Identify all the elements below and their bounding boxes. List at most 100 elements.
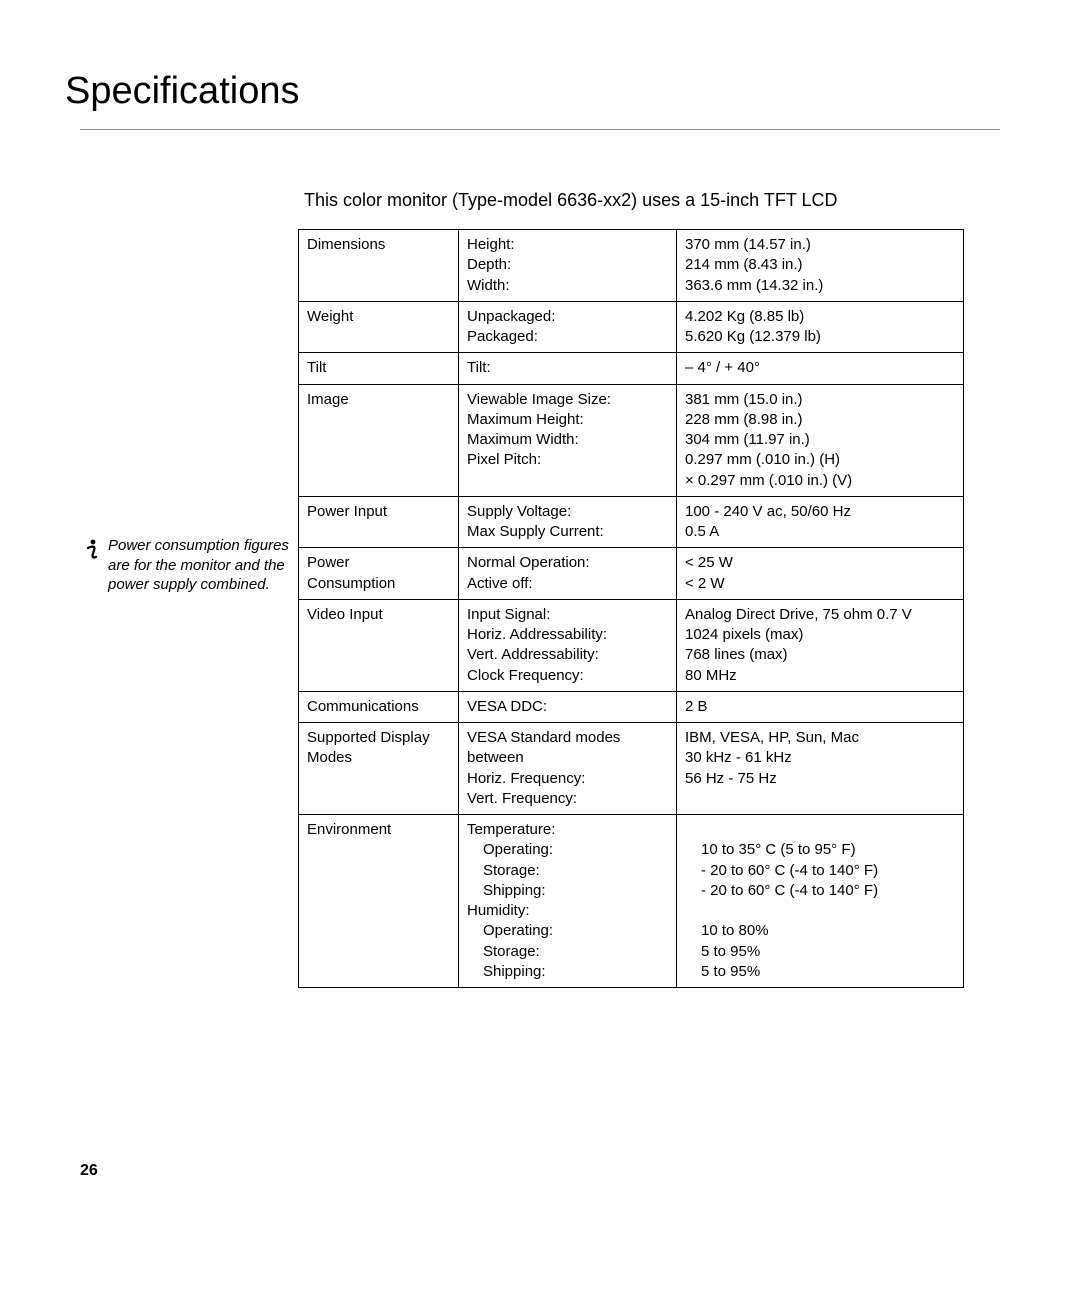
spec-value-line: 5 to 95% xyxy=(685,962,955,982)
spec-value-line xyxy=(685,820,955,840)
spec-attr-line: Maximum Width: xyxy=(467,430,668,450)
table-row: WeightUnpackaged:Packaged:4.202 Kg (8.85… xyxy=(299,301,964,353)
spec-attr-line: Supply Voltage: xyxy=(467,502,668,522)
spec-attr-line: Packaged: xyxy=(467,327,668,347)
spec-value-line: 214 mm (8.43 in.) xyxy=(685,255,955,275)
spec-category: Weight xyxy=(299,301,459,353)
table-row: PowerConsumption Normal Operation:Active … xyxy=(299,548,964,600)
spec-value-line: - 20 to 60° C (-4 to 140° F) xyxy=(685,861,955,881)
spec-attr-line: Temperature: xyxy=(467,820,668,840)
spec-value-line: 2 B xyxy=(685,697,955,717)
table-row: DimensionsHeight:Depth:Width:370 mm (14.… xyxy=(299,230,964,302)
spec-value: 370 mm (14.57 in.)214 mm (8.43 in.)363.6… xyxy=(677,230,964,302)
page-number: 26 xyxy=(80,1162,98,1180)
spec-category: Power Input xyxy=(299,496,459,548)
spec-value-line: 30 kHz - 61 kHz xyxy=(685,748,955,768)
spec-value-line: Analog Direct Drive, 75 ohm 0.7 V xyxy=(685,605,955,625)
spec-attr: Height:Depth:Width: xyxy=(459,230,677,302)
spec-attr-line: Tilt: xyxy=(467,358,668,378)
spec-attr-line: Horiz. Addressability: xyxy=(467,625,668,645)
spec-attr-line: Storage: xyxy=(467,942,668,962)
spec-attr-line: Vert. Frequency: xyxy=(467,789,668,809)
spec-category-line: Power xyxy=(307,553,450,573)
table-row: Power InputSupply Voltage:Max Supply Cur… xyxy=(299,496,964,548)
spec-value-line: 56 Hz - 75 Hz xyxy=(685,769,955,789)
spec-value-line: 10 to 80% xyxy=(685,921,955,941)
spec-attr: Input Signal:Horiz. Addressability:Vert.… xyxy=(459,599,677,691)
page: Specifications Power consumption figures… xyxy=(0,0,1080,1306)
side-note-text: Power consumption figures are for the mo… xyxy=(108,536,298,595)
intro-text: This color monitor (Type-model 6636-xx2)… xyxy=(298,190,1000,211)
spec-value-line: 768 lines (max) xyxy=(685,645,955,665)
spec-attr-line: VESA DDC: xyxy=(467,697,668,717)
spec-category: Environment xyxy=(299,815,459,988)
spec-attr: VESA Standard modes betweenHoriz. Freque… xyxy=(459,723,677,815)
spec-attr: Unpackaged:Packaged: xyxy=(459,301,677,353)
table-row: ImageViewable Image Size:Maximum Height:… xyxy=(299,384,964,496)
side-note: Power consumption figures are for the mo… xyxy=(80,536,298,595)
table-row: Video InputInput Signal:Horiz. Addressab… xyxy=(299,599,964,691)
spec-attr-line: VESA Standard modes between xyxy=(467,728,668,769)
spec-attr-line: Operating: xyxy=(467,921,668,941)
spec-attr: Supply Voltage:Max Supply Current: xyxy=(459,496,677,548)
spec-value: Analog Direct Drive, 75 ohm 0.7 V1024 pi… xyxy=(677,599,964,691)
spec-value-line: 0.297 mm (.010 in.) (H) xyxy=(685,450,955,470)
spec-attr-line: Depth: xyxy=(467,255,668,275)
spec-value: IBM, VESA, HP, Sun, Mac30 kHz - 61 kHz56… xyxy=(677,723,964,815)
spec-attr-line: Unpackaged: xyxy=(467,307,668,327)
info-icon xyxy=(80,538,104,562)
spec-attr: VESA DDC: xyxy=(459,691,677,722)
spec-attr-line: Operating: xyxy=(467,840,668,860)
spec-attr: Normal Operation:Active off: xyxy=(459,548,677,600)
spec-attr: Temperature:Operating:Storage:Shipping:H… xyxy=(459,815,677,988)
spec-value-line: 100 - 240 V ac, 50/60 Hz xyxy=(685,502,955,522)
table-row: Supported DisplayModes VESA Standard mode… xyxy=(299,723,964,815)
spec-category: Communications xyxy=(299,691,459,722)
spec-value-line: 4.202 Kg (8.85 lb) xyxy=(685,307,955,327)
spec-category: Dimensions xyxy=(299,230,459,302)
spec-category-line: Consumption xyxy=(307,574,450,594)
spec-value-line: × 0.297 mm (.010 in.) (V) xyxy=(685,471,955,491)
spec-attr-line: Normal Operation: xyxy=(467,553,668,573)
spec-attr: Tilt: xyxy=(459,353,677,384)
spec-value-line: 10 to 35° C (5 to 95° F) xyxy=(685,840,955,860)
spec-value-line: < 25 W xyxy=(685,553,955,573)
main: This color monitor (Type-model 6636-xx2)… xyxy=(298,190,1000,988)
spec-value: – 4° / + 40° xyxy=(677,353,964,384)
table-row: EnvironmentTemperature:Operating:Storage… xyxy=(299,815,964,988)
spec-value: < 25 W< 2 W xyxy=(677,548,964,600)
spec-attr-line: Vert. Addressability: xyxy=(467,645,668,665)
spec-attr-line: Shipping: xyxy=(467,962,668,982)
sidebar: Power consumption figures are for the mo… xyxy=(80,190,298,595)
spec-value-line: 381 mm (15.0 in.) xyxy=(685,390,955,410)
spec-attr-line: Pixel Pitch: xyxy=(467,450,668,470)
spec-attr-line: Horiz. Frequency: xyxy=(467,769,668,789)
spec-value-line: 228 mm (8.98 in.) xyxy=(685,410,955,430)
spec-value: 381 mm (15.0 in.)228 mm (8.98 in.)304 mm… xyxy=(677,384,964,496)
table-row: Communications VESA DDC: 2 B xyxy=(299,691,964,722)
table-row: TiltTilt:– 4° / + 40° xyxy=(299,353,964,384)
spec-table-body: DimensionsHeight:Depth:Width:370 mm (14.… xyxy=(299,230,964,988)
spec-value-line: < 2 W xyxy=(685,574,955,594)
spec-value: 100 - 240 V ac, 50/60 Hz0.5 A xyxy=(677,496,964,548)
spec-attr-line: Input Signal: xyxy=(467,605,668,625)
spec-attr: Viewable Image Size:Maximum Height:Maxim… xyxy=(459,384,677,496)
spec-attr-line: Clock Frequency: xyxy=(467,666,668,686)
spec-value-line: – 4° / + 40° xyxy=(685,358,955,378)
spec-value-line: 0.5 A xyxy=(685,522,955,542)
spec-value-line: - 20 to 60° C (-4 to 140° F) xyxy=(685,881,955,901)
spec-value-line: IBM, VESA, HP, Sun, Mac xyxy=(685,728,955,748)
spec-attr-line: Active off: xyxy=(467,574,668,594)
spec-attr-line: Height: xyxy=(467,235,668,255)
spec-value-line: 80 MHz xyxy=(685,666,955,686)
spec-value-line: 1024 pixels (max) xyxy=(685,625,955,645)
content-row: Power consumption figures are for the mo… xyxy=(80,190,1000,988)
spec-attr-line: Shipping: xyxy=(467,881,668,901)
spec-category-line: Supported Display xyxy=(307,728,450,748)
spec-value-line: 370 mm (14.57 in.) xyxy=(685,235,955,255)
spec-value-line: 304 mm (11.97 in.) xyxy=(685,430,955,450)
spec-category-line: Modes xyxy=(307,748,450,768)
spec-attr-line: Maximum Height: xyxy=(467,410,668,430)
page-title: Specifications xyxy=(65,70,1000,113)
spec-attr-line: Width: xyxy=(467,276,668,296)
